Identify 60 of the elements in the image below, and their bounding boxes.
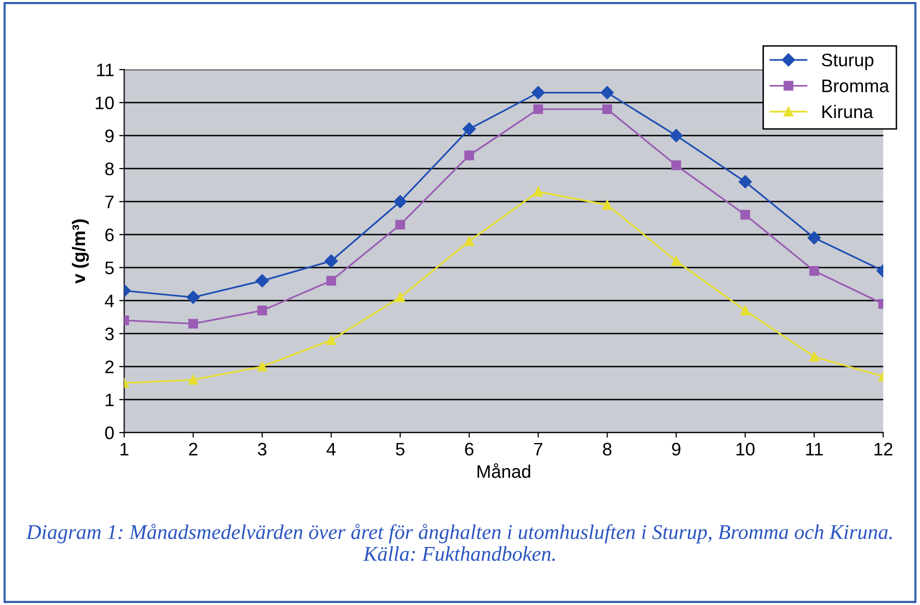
point <box>740 306 750 316</box>
point <box>188 318 198 329</box>
point <box>670 128 683 142</box>
x-tick-label: 11 <box>806 442 823 456</box>
point <box>809 352 820 362</box>
text: Diagram 1: Månadsmedelvärden över året för ånghalten i utomhusluften i Sturup, Bromma och Kiruna. Källa: Fukthandboken. <box>26 524 892 561</box>
point <box>738 175 752 188</box>
x-tick-label: 8 <box>602 442 612 456</box>
y-axis-title: v (g/m³) <box>72 219 89 284</box>
y-tick-label: 5 <box>105 262 114 274</box>
y-tick-label: 8 <box>105 162 114 176</box>
y-tick-label: 0 <box>105 426 114 440</box>
x-tick-label: 6 <box>465 442 474 456</box>
y-tick-label: 1 <box>106 394 114 406</box>
x-tick-label: 7 <box>534 442 542 456</box>
x-tick-label: 5 <box>396 442 404 456</box>
point <box>394 194 407 208</box>
point <box>602 104 612 114</box>
y-tick-label: 11 <box>97 64 114 76</box>
point <box>808 231 821 244</box>
point <box>464 236 474 246</box>
point <box>532 86 545 100</box>
point <box>533 104 544 114</box>
y-tick-label: 7 <box>105 196 114 208</box>
legend-label: Bromma <box>822 80 890 92</box>
point <box>257 306 268 316</box>
point <box>740 210 750 220</box>
y-tick-label: 4 <box>104 294 114 308</box>
point <box>671 160 682 170</box>
point <box>671 256 682 266</box>
y-tick-label: 9 <box>105 130 114 142</box>
point <box>602 200 612 210</box>
point <box>324 254 338 268</box>
point <box>395 292 406 302</box>
point <box>600 86 614 100</box>
y-tick-label: 2 <box>105 360 114 374</box>
legend-label: Kiruna <box>822 104 874 118</box>
point <box>186 290 200 304</box>
point <box>533 186 544 197</box>
y-tick-label: 6 <box>105 228 114 242</box>
point <box>326 335 336 346</box>
legend-label: Sturup <box>822 54 874 70</box>
x-tick-label: 10 <box>736 442 755 456</box>
point <box>809 266 820 276</box>
y-tick-label: 3 <box>105 328 114 340</box>
x-tick-label: 4 <box>326 442 336 456</box>
x-tick-label: 9 <box>672 442 680 456</box>
point <box>326 276 336 286</box>
point <box>188 374 198 385</box>
point <box>257 362 268 372</box>
y-tick-label: 10 <box>96 96 114 110</box>
point <box>462 122 476 136</box>
point <box>256 274 269 288</box>
x-tick-label: 2 <box>189 442 198 456</box>
x-axis-title: Månad <box>478 463 530 478</box>
x-tick-label: 1 <box>120 442 128 456</box>
x-tick-label: 12 <box>874 442 892 456</box>
point <box>464 150 474 160</box>
x-tick-label: 3 <box>258 442 266 456</box>
point <box>395 220 406 230</box>
